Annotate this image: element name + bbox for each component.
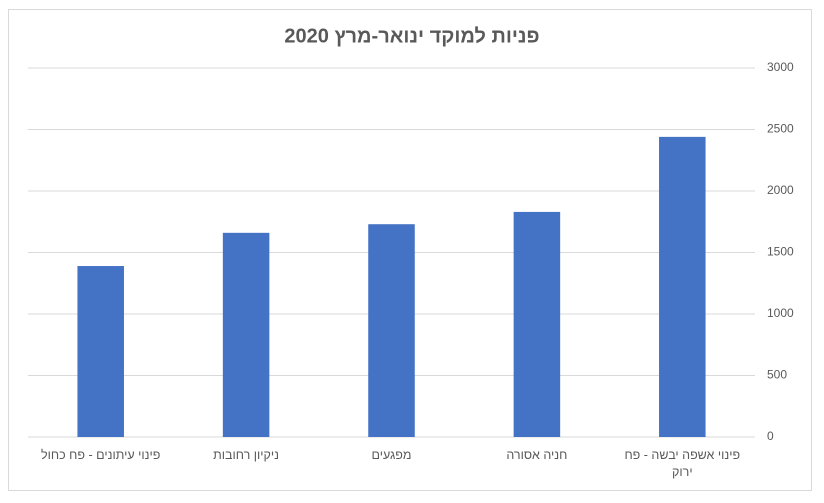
y-tick-label: 2500: [767, 122, 794, 136]
x-tick-label: ניקיון רחובות: [213, 448, 279, 462]
y-tick-label: 0: [767, 429, 774, 443]
y-tick-label: 1500: [767, 245, 794, 259]
y-tick-label: 500: [767, 368, 787, 382]
bar: [368, 224, 415, 437]
x-tick-label: חניה אסורה: [506, 448, 568, 462]
bar: [659, 136, 706, 437]
chart-title: פניות למוקד ינואר-מרץ 2020: [284, 25, 539, 47]
x-tick-label: מפגעים: [371, 448, 412, 462]
x-tick-label: פינוי אשפה יבשה - פח ירוק: [624, 448, 741, 479]
y-tick-label: 2000: [767, 183, 794, 197]
x-tick-label: פינוי עיתונים - פח כחול: [41, 448, 161, 462]
y-tick-label: 1000: [767, 306, 794, 320]
y-tick-label: 3000: [767, 60, 794, 74]
bar: [222, 232, 270, 437]
bar: [513, 211, 561, 437]
bar: [77, 266, 124, 437]
